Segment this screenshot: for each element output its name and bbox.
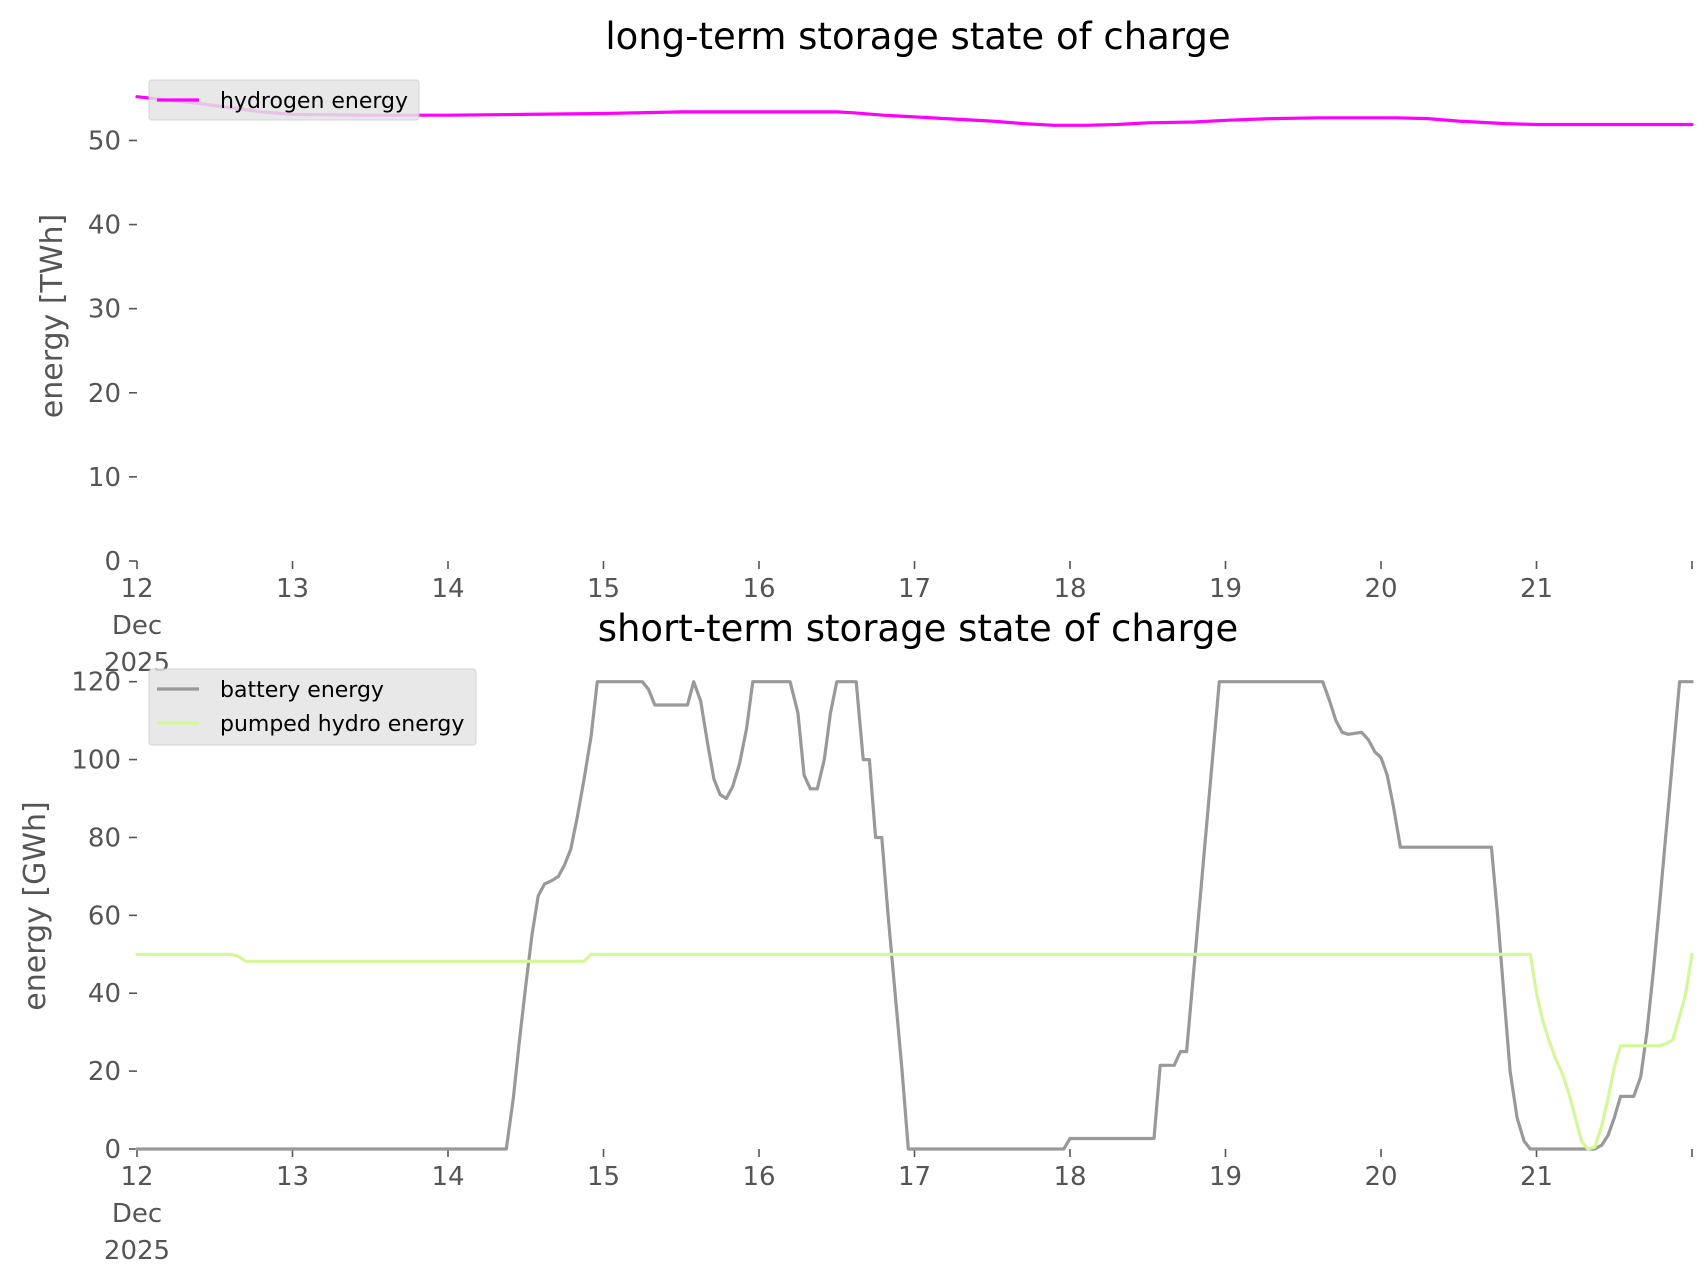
- x-tick-label: 12 Dec 2025: [104, 574, 170, 678]
- y-tick-label: 100: [71, 746, 121, 776]
- legend-label: hydrogen energy: [220, 89, 408, 114]
- y-axis: 0 10 20 30 40 50: [88, 126, 137, 577]
- series-line-2: [135, 952, 1694, 1151]
- series-line-1: [135, 95, 1694, 127]
- legend-label: battery energy: [220, 678, 384, 703]
- y-axis: 0 20 40 60 80 100 120: [71, 668, 137, 1165]
- y-tick-label: 60: [88, 901, 121, 931]
- y-tick-label: 40: [88, 211, 121, 241]
- y-tick-label: 20: [88, 379, 121, 409]
- legend: hydrogen energy: [148, 79, 420, 121]
- legend-box: [148, 668, 477, 746]
- x-tick-label: 13: [276, 574, 309, 604]
- legend: battery energy pumped hydro energy: [148, 668, 477, 746]
- x-tick-label: 17: [898, 1162, 931, 1192]
- x-tick-label: 19: [1209, 1162, 1242, 1192]
- legend-label: pumped hydro energy: [220, 712, 464, 737]
- x-tick-label: 12 Dec 2025: [104, 1162, 170, 1266]
- x-tick-label: 19: [1209, 574, 1242, 604]
- series-layer: [135, 680, 1694, 1151]
- legend-box: [148, 79, 420, 121]
- x-tick-label: 18: [1053, 1162, 1086, 1192]
- x-tick-label: 14: [431, 574, 464, 604]
- y-tick-label: 20: [88, 1057, 121, 1087]
- y-tick-label: 120: [71, 668, 121, 698]
- x-tick-label: 14: [431, 1162, 464, 1192]
- long-term-storage-chart: long-term storage state of charge energy…: [35, 15, 1694, 678]
- x-axis: 12 Dec 2025 13 14 15 16 17 18 19 20 21: [104, 561, 1693, 678]
- y-tick-label: 0: [104, 547, 121, 577]
- chart-title: long-term storage state of charge: [605, 15, 1230, 58]
- x-tick-label: 17: [898, 574, 931, 604]
- y-tick-label: 80: [88, 823, 121, 853]
- x-tick-label: 20: [1364, 1162, 1397, 1192]
- y-tick-label: 50: [88, 126, 121, 156]
- x-axis: 12 Dec 2025 13 14 15 16 17 18 19 20 21: [104, 1149, 1693, 1266]
- y-tick-label: 0: [104, 1135, 121, 1165]
- short-term-storage-chart: short-term storage state of charge energ…: [18, 607, 1694, 1266]
- y-axis-label: energy [GWh]: [18, 801, 53, 1010]
- x-tick-label: 16: [742, 1162, 775, 1192]
- y-tick-label: 10: [88, 463, 121, 493]
- x-tick-label: 15: [587, 574, 620, 604]
- y-tick-label: 30: [88, 295, 121, 325]
- series-line-1: [135, 680, 1694, 1151]
- x-tick-label: 21: [1520, 574, 1553, 604]
- x-tick-label: 16: [742, 574, 775, 604]
- y-axis-label: energy [TWh]: [35, 214, 70, 418]
- x-tick-label: 13: [276, 1162, 309, 1192]
- y-tick-label: 40: [88, 979, 121, 1009]
- series-layer: [135, 95, 1694, 127]
- x-tick-label: 20: [1364, 574, 1397, 604]
- x-tick-label: 15: [587, 1162, 620, 1192]
- chart-title: short-term storage state of charge: [598, 607, 1239, 650]
- x-tick-label: 21: [1520, 1162, 1553, 1192]
- x-tick-label: 18: [1053, 574, 1086, 604]
